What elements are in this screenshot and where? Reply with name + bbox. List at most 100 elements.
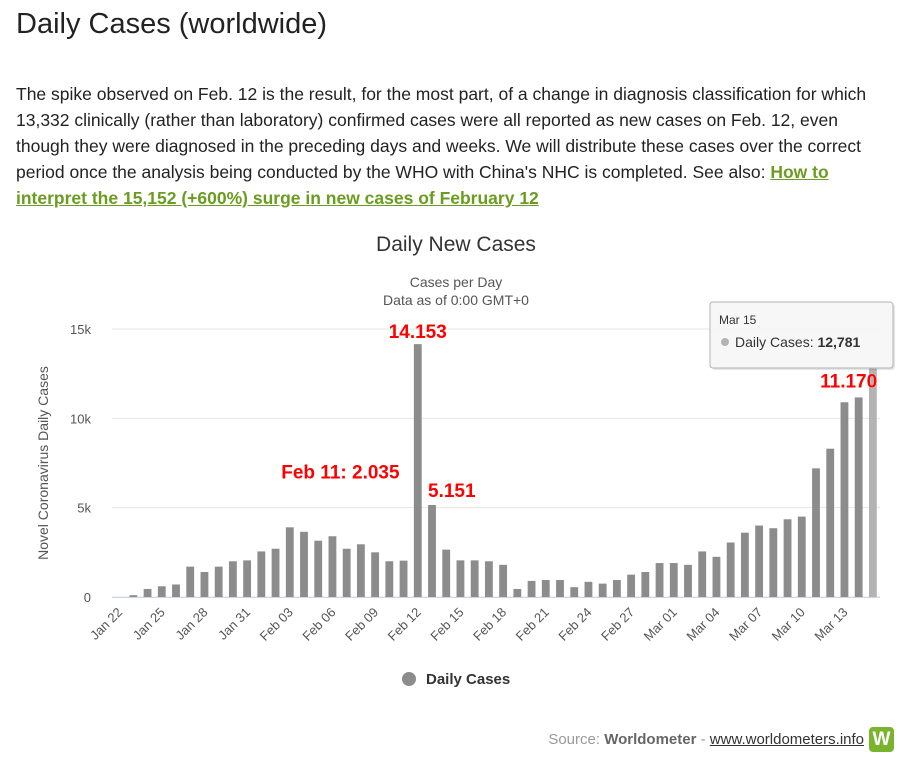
bar xyxy=(399,560,408,597)
bar xyxy=(684,564,692,597)
x-tick-label: Feb 15 xyxy=(427,605,466,644)
bar xyxy=(314,540,323,597)
bar xyxy=(499,564,508,597)
y-axis-label: Novel Coronavirus Daily Cases xyxy=(35,366,51,560)
worldometer-logo-icon[interactable]: W xyxy=(869,727,894,752)
bar xyxy=(812,468,820,597)
bar xyxy=(698,551,707,597)
bar xyxy=(257,551,266,597)
bar xyxy=(342,548,351,597)
bar xyxy=(456,560,465,597)
tooltip-box xyxy=(709,301,894,369)
see-also-link[interactable]: How to interpret the 15,152 (+600%) surg… xyxy=(16,162,829,208)
bar xyxy=(598,583,607,597)
bar xyxy=(541,580,550,597)
bar xyxy=(556,580,564,597)
chart-subtitle-line2: Data as of 0:00 GMT+0 xyxy=(383,292,529,308)
bar xyxy=(157,586,166,597)
bar xyxy=(797,516,806,597)
x-tick-label: Mar 13 xyxy=(811,605,850,644)
daily-new-cases-chart: Daily New Cases Cases per Day Data as of 0… xyxy=(35,233,895,688)
x-tick-label: Mar 01 xyxy=(641,605,680,644)
x-tick-label: Jan 28 xyxy=(172,605,210,643)
source-prefix: Source: xyxy=(548,731,605,748)
x-tick-label: Feb 09 xyxy=(342,605,381,644)
y-tick-label: 10k xyxy=(70,411,91,426)
bar xyxy=(612,580,621,597)
x-tick-label: Jan 25 xyxy=(130,605,168,643)
bar xyxy=(826,448,835,597)
bar xyxy=(655,563,664,597)
intro-paragraph: The spike observed on Feb. 12 is the res… xyxy=(16,81,896,211)
bar xyxy=(854,397,863,597)
tooltip-series-name: Daily Cases: xyxy=(735,334,817,350)
data-annotation: 11.170 xyxy=(820,371,877,392)
y-tick-label: 0 xyxy=(84,590,91,605)
x-tick-label: Feb 06 xyxy=(299,605,338,644)
source-link[interactable]: www.worldometers.info xyxy=(709,731,864,748)
bar xyxy=(527,580,536,597)
tooltip-value: 12,781 xyxy=(817,334,860,350)
bar xyxy=(300,531,308,597)
bar xyxy=(712,556,721,597)
x-tick-label: Feb 27 xyxy=(598,605,637,644)
bar xyxy=(868,368,877,597)
legend-marker[interactable] xyxy=(402,672,416,686)
bar xyxy=(669,563,678,597)
x-tick-label: Mar 10 xyxy=(769,605,808,644)
bar xyxy=(641,571,650,597)
bar xyxy=(371,552,380,597)
bar xyxy=(143,588,152,597)
bar xyxy=(186,566,195,597)
bar xyxy=(428,504,436,597)
chart-subtitle-line1: Cases per Day xyxy=(410,274,503,290)
x-tick-label: Jan 22 xyxy=(87,605,125,643)
x-tick-label: Feb 24 xyxy=(555,605,594,644)
bar xyxy=(840,402,849,597)
bar xyxy=(769,528,778,597)
bar xyxy=(413,344,422,597)
bar xyxy=(172,584,180,597)
bar xyxy=(442,549,451,597)
data-annotation: 14.153 xyxy=(389,322,447,343)
tooltip-series-line: Daily Cases: 12,781 xyxy=(735,334,861,350)
tooltip-date: Mar 15 xyxy=(719,313,757,327)
bar xyxy=(129,595,138,597)
x-tick-label: Mar 07 xyxy=(726,605,765,644)
bar xyxy=(200,571,209,597)
y-tick-label: 15k xyxy=(70,322,91,337)
bar xyxy=(271,548,280,597)
bar xyxy=(285,527,294,597)
y-tick-label: 5k xyxy=(77,501,91,516)
bar xyxy=(726,542,735,597)
bar xyxy=(513,588,522,597)
bar xyxy=(243,560,252,597)
tooltip-series-dot xyxy=(721,338,729,346)
page-title: Daily Cases (worldwide) xyxy=(16,8,328,40)
bar xyxy=(740,532,749,597)
bar xyxy=(484,561,493,597)
source-separator: - xyxy=(696,731,710,748)
bar xyxy=(570,587,579,597)
bar xyxy=(783,519,792,597)
data-annotation: Feb 11: 2.035 xyxy=(281,463,400,484)
bar xyxy=(584,581,593,597)
legend-label[interactable]: Daily Cases xyxy=(426,671,510,688)
source-credit: Source: Worldometer - www.worldometers.i… xyxy=(548,731,864,748)
x-tick-label: Feb 21 xyxy=(513,605,552,644)
x-tick-label: Jan 31 xyxy=(215,605,253,643)
bar xyxy=(356,544,365,597)
bar xyxy=(385,561,394,597)
data-annotation: 5.151 xyxy=(428,481,476,502)
x-tick-label: Feb 12 xyxy=(385,605,424,644)
chart-title: Daily New Cases xyxy=(376,233,536,256)
x-tick-label: Feb 18 xyxy=(470,605,509,644)
x-tick-label: Feb 03 xyxy=(257,605,296,644)
intro-text: The spike observed on Feb. 12 is the res… xyxy=(16,84,867,182)
bar xyxy=(228,561,237,597)
source-name: Worldometer xyxy=(604,731,697,748)
bar xyxy=(328,536,337,597)
bar xyxy=(470,560,479,597)
bar xyxy=(214,566,223,597)
see-also-prefix: See also: xyxy=(692,162,771,182)
